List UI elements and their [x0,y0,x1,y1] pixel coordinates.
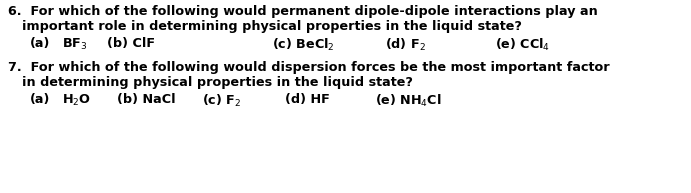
Text: 6.  For which of the following would permanent dipole-dipole interactions play a: 6. For which of the following would perm… [8,5,598,18]
Text: 7.  For which of the following would dispersion forces be the most important fac: 7. For which of the following would disp… [8,61,609,74]
Text: (e) NH$_4$Cl: (e) NH$_4$Cl [375,93,442,109]
Text: (d) F$_2$: (d) F$_2$ [385,37,426,53]
Text: (a): (a) [30,93,50,106]
Text: in determining physical properties in the liquid state?: in determining physical properties in th… [22,76,413,89]
Text: important role in determining physical properties in the liquid state?: important role in determining physical p… [22,20,522,33]
Text: H$_2$O: H$_2$O [62,93,91,108]
Text: (b) ClF: (b) ClF [107,37,155,50]
Text: (c) F$_2$: (c) F$_2$ [202,93,241,109]
Text: (d) HF: (d) HF [285,93,330,106]
Text: (c) BeCl$_2$: (c) BeCl$_2$ [272,37,334,53]
Text: (e) CCl$_4$: (e) CCl$_4$ [495,37,550,53]
Text: (b) NaCl: (b) NaCl [117,93,176,106]
Text: (a): (a) [30,37,50,50]
Text: BF$_3$: BF$_3$ [62,37,88,52]
